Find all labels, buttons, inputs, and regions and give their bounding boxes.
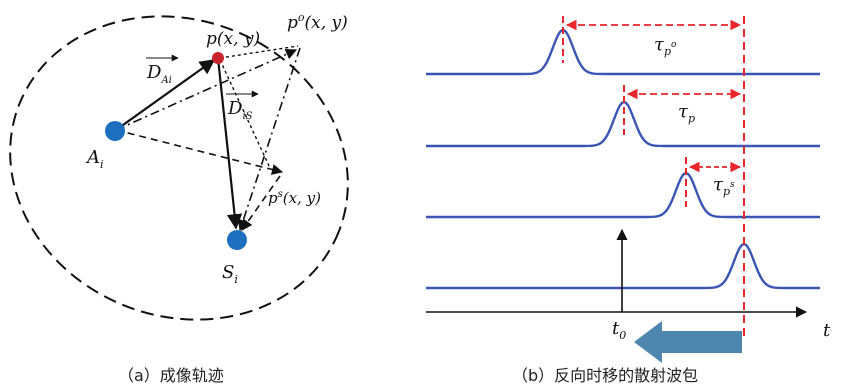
label-p: p(x, y) bbox=[206, 29, 260, 49]
panel-a: p(x, y) po(x, y) ps(x, y) Ai Si DAi DiS bbox=[9, 11, 349, 321]
line-p-to-po bbox=[219, 45, 299, 59]
trace-po bbox=[426, 29, 820, 76]
label-po: po(x, y) bbox=[287, 11, 348, 33]
imaging-ellipse bbox=[9, 15, 349, 321]
label-tau-po: τpo bbox=[654, 34, 677, 58]
label-t-axis: t bbox=[823, 320, 831, 341]
label-tau-p: τp bbox=[678, 101, 695, 125]
panel-b: τpo τp τps t t0 bbox=[426, 16, 831, 363]
caption-a: （a）成像轨迹 bbox=[118, 366, 224, 385]
trace-ps bbox=[426, 171, 820, 219]
line-a-to-ps bbox=[115, 129, 284, 175]
point-s bbox=[227, 230, 247, 250]
caption-b: （b）反向时移的散射波包 bbox=[512, 366, 699, 385]
point-a bbox=[105, 121, 125, 141]
vector-d-ai bbox=[115, 59, 216, 131]
label-a: Ai bbox=[85, 147, 104, 171]
label-t0: t0 bbox=[612, 318, 626, 342]
line-p-to-ps bbox=[219, 59, 271, 169]
line-po-to-s bbox=[237, 47, 301, 232]
label-d-is: DiS bbox=[227, 98, 253, 122]
label-ps: ps(x, y) bbox=[268, 189, 321, 207]
line-a-to-po bbox=[115, 48, 298, 131]
label-d-ai: DAi bbox=[146, 62, 172, 86]
vector-d-is bbox=[216, 57, 243, 230]
label-tau-ps: τps bbox=[713, 174, 735, 198]
trace-received bbox=[426, 242, 820, 290]
reverse-time-arrow bbox=[634, 321, 742, 363]
label-s: Si bbox=[222, 262, 238, 286]
point-p bbox=[212, 52, 224, 64]
